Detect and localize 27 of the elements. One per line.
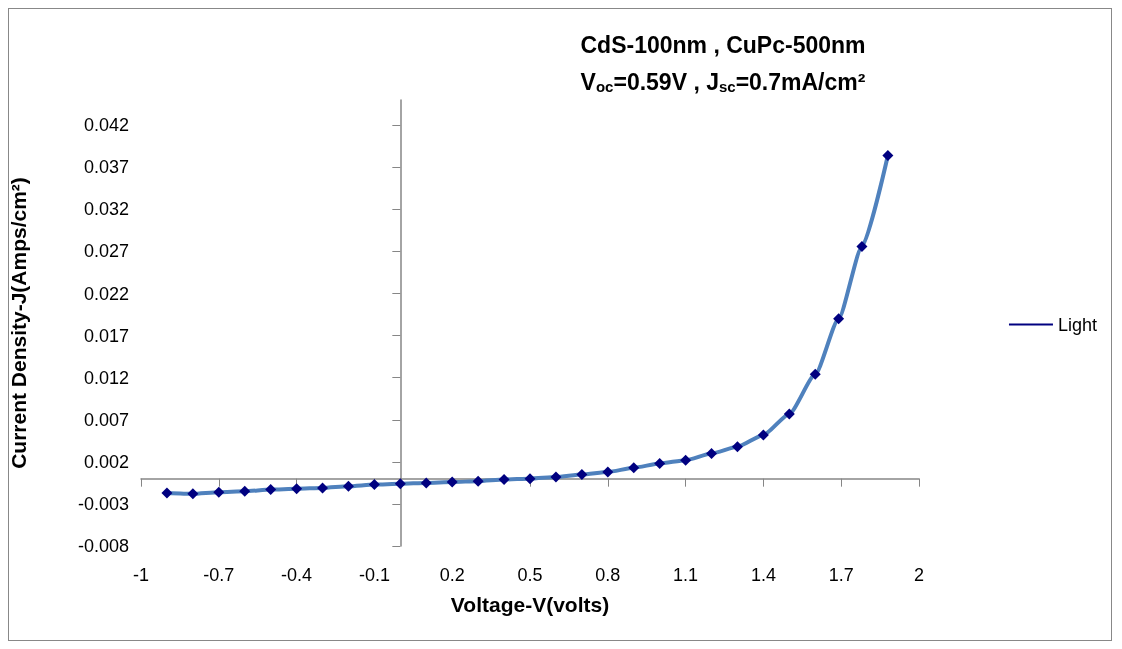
x-tick-label: 0.5 xyxy=(517,565,543,585)
x-tick-label: 2 xyxy=(913,565,925,585)
y-tick-label: 0.022 xyxy=(83,283,129,304)
chart-subtitle: Voc=0.59V , Jsc=0.7mA/cm² xyxy=(580,68,866,95)
x-tick-label: 0.2 xyxy=(439,565,465,585)
y-tick-label: 0.007 xyxy=(83,409,129,430)
x-tick-label: 1.1 xyxy=(673,565,699,585)
y-tick-label: 0.042 xyxy=(83,115,129,136)
x-tick-label: -0.4 xyxy=(281,565,313,585)
y-tick-label: -0.008 xyxy=(77,536,129,556)
y-tick-label: 0.037 xyxy=(83,157,129,178)
x-tick-label: -0.1 xyxy=(358,565,390,585)
y-tick-label: 0.017 xyxy=(83,325,129,346)
y-tick-label: 0.027 xyxy=(83,241,129,262)
y-tick-label: 0.012 xyxy=(83,367,129,388)
x-axis-title: Voltage-V(volts) xyxy=(450,593,610,616)
x-tick-label: -1 xyxy=(132,565,150,585)
y-tick-label: 0.002 xyxy=(83,451,129,472)
x-tick-label: 1.4 xyxy=(750,565,776,585)
x-tick-label: 1.7 xyxy=(828,565,854,585)
chart-title: CdS-100nm , CuPc-500nm xyxy=(580,31,866,58)
y-tick-label: -0.003 xyxy=(77,493,129,514)
x-tick-label: 0.8 xyxy=(595,565,621,585)
x-tick-label: -0.7 xyxy=(203,565,235,585)
y-axis-title: Current Density-J(Amps/cm²) xyxy=(7,177,30,469)
y-tick-label: 0.032 xyxy=(83,199,129,220)
legend-label: Light xyxy=(1057,314,1098,335)
